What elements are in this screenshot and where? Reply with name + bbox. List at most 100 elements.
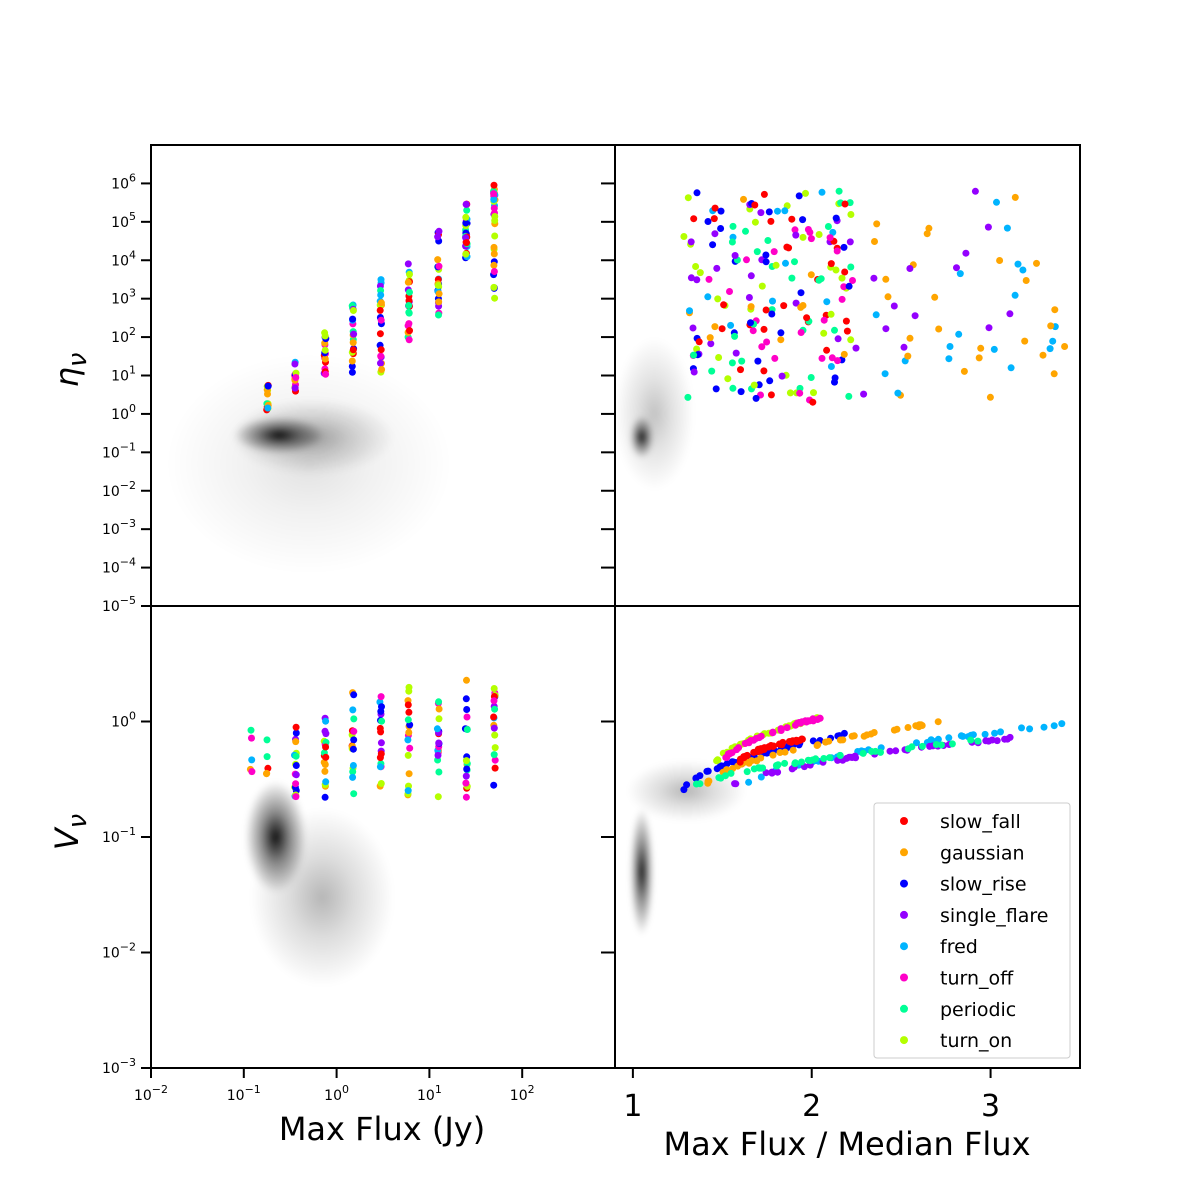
point-turn_on <box>714 295 722 303</box>
point-turn_on <box>827 310 835 318</box>
point-slow_rise <box>292 762 300 769</box>
point-gaussian <box>975 354 983 362</box>
point-single_flare <box>693 276 701 284</box>
point-gaussian <box>873 220 881 228</box>
ytick-label: 10−1 <box>102 440 136 461</box>
point-fred <box>322 717 330 725</box>
point-single_flare <box>707 340 715 348</box>
point-slow_fall <box>823 346 831 354</box>
point-fred <box>956 270 964 278</box>
point-gaussian <box>435 298 443 306</box>
point-gaussian <box>923 230 931 238</box>
point-single_flare <box>890 302 898 310</box>
point-slow_rise <box>752 394 760 402</box>
point-fred <box>945 734 953 742</box>
point-turn_on <box>377 780 385 787</box>
point-periodic <box>877 748 884 756</box>
ytick-label: 10−3 <box>102 517 136 538</box>
point-fred <box>377 291 385 299</box>
ytick-label: 10−5 <box>102 594 136 615</box>
point-gaussian <box>807 271 815 279</box>
point-gaussian <box>781 748 789 756</box>
point-single_flare <box>792 231 800 239</box>
point-single_flare <box>462 772 470 780</box>
point-fred <box>829 228 837 236</box>
point-periodic <box>932 741 940 748</box>
point-slow_rise <box>797 289 805 297</box>
point-fred <box>827 363 835 370</box>
frame-bottom-left <box>150 605 616 1069</box>
point-fred <box>433 725 441 733</box>
legend-label-slow_fall: slow_fall <box>940 811 1021 833</box>
point-slow_rise <box>693 189 701 197</box>
point-fred <box>376 763 384 771</box>
point-gaussian <box>904 352 912 360</box>
point-fred <box>782 259 789 267</box>
point-periodic <box>263 753 271 761</box>
point-fred <box>490 196 498 204</box>
point-gaussian <box>884 293 892 301</box>
point-single_flare <box>434 233 442 241</box>
point-fred <box>1046 345 1054 353</box>
point-single_flare <box>1006 310 1014 318</box>
point-turn_off <box>796 389 804 397</box>
point-periodic <box>728 359 736 367</box>
point-single_flare <box>350 330 358 338</box>
point-fred <box>872 311 880 319</box>
point-gaussian <box>986 393 994 401</box>
point-slow_rise <box>696 772 704 780</box>
point-single_flare <box>886 747 894 755</box>
xlabel-right: Max Flux / Median Flux <box>663 1125 1030 1163</box>
point-periodic <box>781 759 789 767</box>
point-slow_fall <box>377 750 385 758</box>
point-gaussian <box>1033 259 1040 267</box>
point-turn_off <box>462 779 470 787</box>
point-periodic <box>817 275 825 283</box>
point-fred <box>248 756 256 764</box>
point-turn_on <box>684 194 692 202</box>
point-single_flare <box>713 264 721 272</box>
point-slow_rise <box>709 241 717 249</box>
point-gaussian <box>321 355 329 363</box>
point-turn_off <box>728 749 736 757</box>
point-turn_on <box>435 715 443 723</box>
ylabel-top-main: η <box>48 367 86 387</box>
legend-marker-periodic <box>900 1004 908 1013</box>
point-fred <box>686 307 693 315</box>
point-periodic <box>774 761 782 769</box>
point-turn_off <box>838 295 846 303</box>
point-periodic <box>728 238 736 246</box>
point-periodic <box>788 274 796 282</box>
point-gaussian <box>747 303 755 311</box>
ylabel-bottom-sub: ν <box>63 814 93 829</box>
point-slow_rise <box>350 736 358 744</box>
xtick-label: 10−1 <box>227 1083 261 1104</box>
point-slow_fall <box>760 325 768 333</box>
point-turn_on <box>434 281 442 289</box>
point-slow_rise <box>762 251 770 259</box>
point-turn_off <box>755 734 763 742</box>
point-slow_fall <box>377 728 385 736</box>
point-periodic <box>727 769 735 777</box>
points-layer <box>680 187 1069 406</box>
legend-marker-turn_on <box>900 1036 908 1045</box>
point-turn_on <box>321 332 329 340</box>
point-turn_off <box>726 288 733 295</box>
point-turn_on <box>349 307 357 314</box>
point-slow_rise <box>377 707 385 715</box>
point-turn_on <box>810 389 817 397</box>
point-gaussian <box>1011 193 1019 201</box>
point-turn_off <box>463 713 471 721</box>
point-turn_off <box>783 724 791 732</box>
point-slow_fall <box>767 217 775 225</box>
point-slow_rise <box>349 315 357 323</box>
point-turn_on <box>462 757 470 765</box>
point-turn_off <box>840 283 848 291</box>
point-periodic <box>350 790 358 798</box>
point-single_flare <box>792 299 800 307</box>
point-periodic <box>292 752 300 760</box>
point-fred <box>264 404 272 412</box>
point-slow_fall <box>842 317 850 325</box>
point-gaussian <box>490 261 498 269</box>
point-turn_on <box>321 346 329 354</box>
